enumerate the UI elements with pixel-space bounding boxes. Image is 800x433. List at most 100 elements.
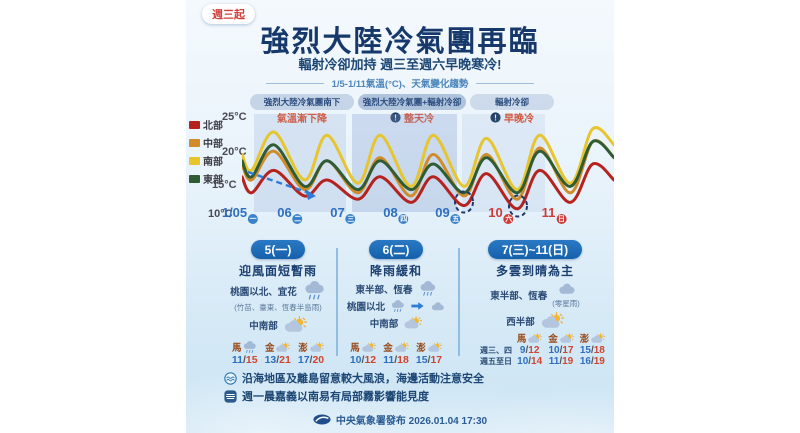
weekday-badge: 五: [450, 214, 461, 224]
forecast-row: 桃園以北、宜花: [230, 281, 326, 301]
main-title: 強烈大陸冷氣團再臨: [260, 26, 540, 58]
legend-swatch: [189, 174, 200, 183]
panel-date-badge: 5(一): [250, 240, 306, 259]
legend-item-south: 南部: [189, 153, 223, 168]
partly-sunny-icon: [559, 332, 574, 345]
footer: 中央氣象署發布 2026.01.04 17:30: [186, 412, 614, 427]
phase-note-dropping: 氣溫漸下降: [277, 114, 327, 125]
panel-divider: [336, 248, 338, 356]
outlying-islands-row: 馬 10/12 金 11/18 澎 15/17: [350, 340, 442, 366]
legend-swatch: [189, 138, 200, 147]
islands-table-header: 馬 金 澎: [462, 331, 608, 345]
island-kinmen: 金 11/18: [383, 340, 409, 366]
subtitle: 輻射冷卻加持 週三至週六早晚寒冷!: [298, 57, 502, 72]
y-tick-15: 15°C: [212, 179, 237, 191]
panel-divider: [458, 248, 460, 356]
x-label-07: 07 三: [330, 205, 356, 224]
partly-sunny-icon: [527, 332, 543, 345]
partly-sunny-icon: [403, 315, 423, 331]
phase-note-morning-evening-cold: ! 早晚冷: [470, 110, 554, 125]
outlying-islands-row: 馬 11/15 金 13/21 澎 17/20: [232, 340, 324, 366]
panel-title: 多雲到晴為主: [495, 264, 574, 278]
forecast-row-note: (零星雨): [552, 299, 580, 308]
island-matsu: 馬 11/15: [232, 340, 258, 366]
panel-date-badge: 7(三)~11(日): [487, 240, 583, 259]
cloud-icon: [430, 300, 445, 313]
island-penghu: 澎 15/17: [416, 340, 442, 366]
divider-line: [265, 82, 324, 84]
y-tick-20: 20°C: [222, 146, 247, 158]
panel-date-badge: 6(二): [368, 240, 424, 259]
partly-sunny-icon: [361, 341, 376, 354]
chart-legend: 北部 中部 南部 東部: [189, 117, 223, 186]
chart-caption-row: 1/5-1/11氣溫(°C)、天氣變化趨勢: [186, 76, 614, 90]
x-label-11: 11 日: [541, 205, 567, 224]
weekday-badge: 六: [503, 214, 514, 224]
advisory-fog: 週一晨嘉義以南易有局部霧影響能見度: [224, 388, 429, 404]
forecast-row-note: (竹苗、臺東、恆春半島雨): [234, 303, 322, 312]
phase-note-all-day-cold: ! 整天冷: [358, 110, 466, 125]
x-axis: 1/05 一 06 二 07 三 08 四 09 五 10 六 11 日: [186, 205, 614, 225]
forecast-row: 東半部、恆春: [355, 281, 436, 297]
panel-title: 迎風面短暫雨: [238, 264, 317, 278]
x-label-0105: 1/05 一: [221, 205, 259, 224]
partly-sunny-icon: [275, 341, 291, 354]
legend-swatch: [189, 120, 200, 129]
y-tick-10: 10°C: [208, 208, 233, 220]
partly-sunny-icon: [427, 341, 442, 354]
partly-sunny-icon: [309, 341, 324, 354]
legend-swatch: [189, 156, 200, 165]
islands-table-row: 週五至日 10/14 11/19 16/19: [480, 356, 605, 367]
weekday-badge: 一: [248, 214, 259, 224]
x-label-09: 09 五: [435, 205, 461, 224]
island-penghu: 澎 17/20: [298, 340, 324, 366]
island-kinmen: 金 13/21: [265, 340, 291, 366]
panel-title: 降雨緩和: [369, 264, 422, 278]
weekday-badge: 二: [292, 214, 303, 224]
issuer-text: 中央氣象署發布 2026.01.04 17:30: [335, 416, 488, 427]
island-matsu: 馬 10/12: [350, 340, 376, 366]
forecast-row: 中南部: [370, 315, 423, 331]
partly-sunny-icon: [590, 332, 606, 345]
rain-icon: [418, 281, 437, 297]
islands-table-row: 週三、四 9/12 10/17 15/18: [480, 345, 605, 356]
x-label-10: 10 六: [488, 205, 514, 224]
cwa-logo-icon: [313, 414, 331, 425]
forecast-row: 東半部、恆春 (零星雨): [490, 281, 580, 309]
partly-sunny-icon: [283, 315, 307, 335]
partly-sunny-icon: [540, 311, 564, 331]
svg-text:!: !: [394, 113, 397, 122]
forecast-panel-wed-to-sun: 7(三)~11(日) 多雲到晴為主 東半部、恆春 (零星雨) 西半部 馬 金 澎: [462, 240, 608, 367]
weather-infographic: 週三起 強烈大陸冷氣團再臨 輻射冷卻加持 週三至週六早晚寒冷! 1/5-1/11…: [186, 0, 614, 433]
forecast-panel-monday: 5(一) 迎風面短暫雨 桃園以北、宜花 (竹苗、臺東、恆春半島雨) 中南部 馬 …: [222, 240, 334, 366]
phase-label-cold-surge: 強烈大陸冷氣團南下: [250, 94, 354, 110]
rain-icon: [302, 281, 326, 301]
arrow-right-icon: [410, 301, 425, 311]
divider-line: [476, 82, 535, 84]
partly-sunny-icon: [394, 341, 409, 354]
warning-icon: !: [390, 112, 401, 123]
chart-caption: 1/5-1/11氣溫(°C)、天氣變化趨勢: [331, 79, 469, 90]
x-label-08: 08 四: [383, 205, 409, 224]
start-day-badge: 週三起: [202, 4, 255, 24]
temperature-line-chart: [242, 114, 614, 218]
weekday-badge: 日: [556, 214, 567, 224]
rain-icon: [390, 299, 405, 313]
warning-icon: !: [490, 112, 501, 123]
phase-label-cold-plus-radiative: 強烈大陸冷氣團+輻射冷卻: [358, 94, 466, 110]
phase-label-radiative: 輻射冷卻: [470, 94, 554, 110]
legend-item-north: 北部: [189, 117, 223, 132]
islands-table: 馬 金 澎 週三、四 9/12 10/17 15/18 週五至日 10/14 1…: [462, 331, 608, 367]
forecast-row: 西半部: [506, 311, 564, 331]
wave-icon: [224, 371, 237, 385]
legend-item-central: 中部: [189, 135, 223, 150]
forecast-row: 桃園以北: [347, 299, 445, 313]
forecast-panel-tuesday: 6(二) 降雨緩和 東半部、恆春 桃園以北 中南部 馬 10/12: [340, 240, 452, 366]
x-label-06: 06 二: [277, 205, 303, 224]
advisory-waves: 沿海地區及離島留意較大風浪，海邊活動注意安全: [224, 370, 484, 386]
rain-icon: [242, 340, 257, 354]
y-tick-25: 25°C: [222, 111, 247, 123]
svg-text:!: !: [494, 113, 497, 122]
legend-item-east: 東部: [189, 171, 223, 186]
